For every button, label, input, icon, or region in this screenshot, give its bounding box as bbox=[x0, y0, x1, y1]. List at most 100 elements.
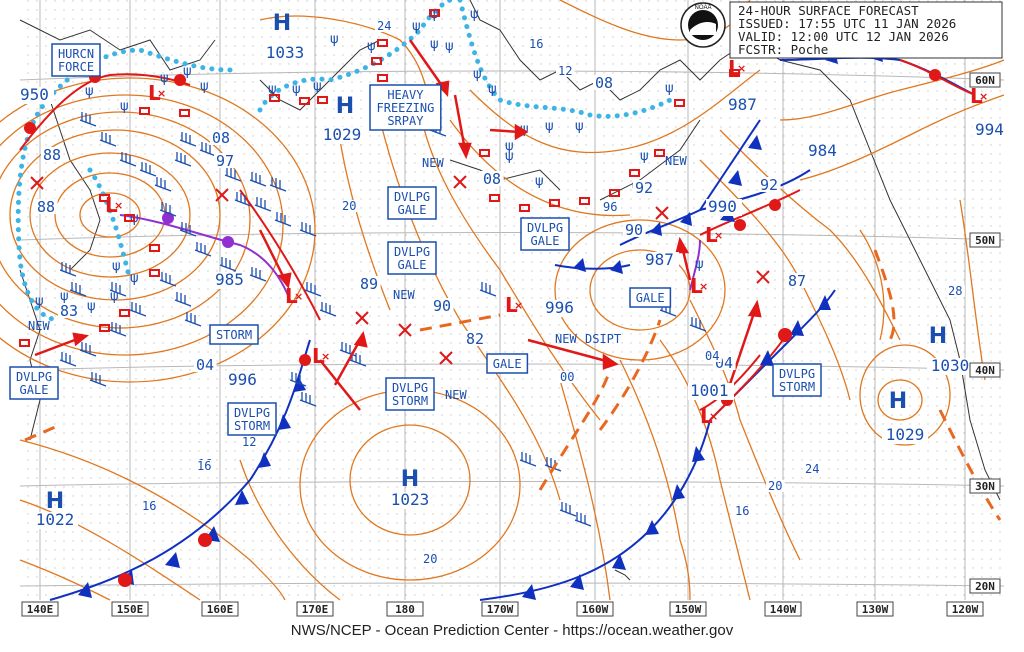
high-pressure-center: H 1030 bbox=[927, 324, 973, 375]
annotation-dsipt: DSIPT bbox=[585, 332, 621, 346]
freezing-spray-icon: ψ bbox=[87, 299, 96, 314]
ice-accretion-icon bbox=[519, 204, 530, 212]
svg-text:994: 994 bbox=[975, 120, 1004, 139]
occluded-front bbox=[119, 214, 291, 301]
freezing-spray-icon: ψ bbox=[430, 37, 439, 52]
freezing-spray-icon: ψ bbox=[85, 84, 94, 99]
low-center-symbol: L× bbox=[970, 84, 988, 108]
freezing-spray-icon: ψ bbox=[505, 139, 514, 154]
wind-barb bbox=[179, 222, 197, 237]
wind-barb bbox=[154, 177, 172, 192]
high-pressure-center: H 1029 bbox=[882, 389, 928, 444]
low-pressure-value: 987 bbox=[643, 250, 679, 269]
svg-text:×: × bbox=[514, 299, 523, 312]
low-pressure-value: 990 bbox=[706, 197, 742, 216]
future-position-x-icon bbox=[398, 323, 412, 337]
svg-text:STORM: STORM bbox=[392, 394, 428, 408]
freezing-spray-icon: ψ bbox=[183, 64, 192, 79]
freezing-spray-icon: ψ bbox=[110, 289, 119, 304]
svg-text:82: 82 bbox=[466, 330, 484, 348]
isobar-label: 04 bbox=[194, 356, 217, 374]
svg-text:130W: 130W bbox=[862, 603, 889, 616]
svg-text:16: 16 bbox=[529, 37, 543, 51]
wind-barb bbox=[339, 342, 357, 357]
wind-barb bbox=[139, 162, 157, 177]
svg-text:H: H bbox=[336, 94, 354, 119]
isobar-label: 08 bbox=[481, 170, 504, 188]
isobar-label: 90 bbox=[431, 297, 454, 315]
isobar-label: 88 bbox=[35, 198, 58, 216]
future-position-x-icon bbox=[756, 270, 770, 284]
svg-text:160E: 160E bbox=[207, 603, 234, 616]
freezing-spray-icon: ψ bbox=[473, 67, 482, 82]
wind-barb bbox=[109, 322, 127, 337]
ice-accretion-icon bbox=[654, 149, 665, 157]
svg-text:00: 00 bbox=[560, 370, 574, 384]
ice-accretion-icon bbox=[19, 339, 30, 347]
storm-motion-arrows bbox=[34, 39, 762, 411]
svg-text:08: 08 bbox=[595, 74, 613, 92]
freezing-spray-icon: ψ bbox=[112, 259, 121, 274]
lon-label-180: 180 bbox=[386, 601, 424, 617]
ice-accretion-icon bbox=[609, 189, 620, 197]
freezing-spray-icon: ψ bbox=[60, 289, 69, 304]
low-centers: L×L×L×L×L×L×L×L×L×L× bbox=[105, 56, 988, 428]
wind-barb bbox=[119, 152, 137, 167]
ice-accretion-icon bbox=[489, 194, 500, 202]
freezing-spray-icon: ψ bbox=[313, 79, 322, 94]
isobar-label: 12 bbox=[240, 435, 259, 449]
annotation-new: NEW bbox=[422, 156, 444, 170]
wind-barb bbox=[559, 502, 577, 517]
svg-text:90: 90 bbox=[433, 297, 451, 315]
svg-text:STORM: STORM bbox=[216, 328, 252, 342]
isobar-label: 28 bbox=[946, 284, 965, 298]
lat-label-30n: 30N bbox=[969, 478, 1001, 494]
svg-text:L: L bbox=[505, 293, 518, 317]
svg-text:DVLPG: DVLPG bbox=[234, 406, 270, 420]
svg-text:140W: 140W bbox=[770, 603, 797, 616]
svg-text:DVLPG: DVLPG bbox=[779, 367, 815, 381]
svg-text:L: L bbox=[285, 284, 298, 308]
map-background bbox=[20, 0, 1004, 600]
wind-barb bbox=[179, 132, 197, 147]
wind-barb bbox=[299, 392, 317, 407]
wind-barb bbox=[79, 112, 97, 127]
wind-barb bbox=[89, 372, 107, 387]
svg-text:1033: 1033 bbox=[266, 43, 305, 62]
svg-text:HEAVY: HEAVY bbox=[387, 88, 424, 102]
isobar-label: 16 bbox=[195, 459, 214, 473]
isobar-label: 92 bbox=[758, 176, 781, 194]
freezing-spray-icon: ψ bbox=[488, 82, 497, 97]
ice-accretion-icon bbox=[179, 109, 190, 117]
isobar-label: 00 bbox=[558, 370, 577, 384]
svg-text:87: 87 bbox=[788, 272, 806, 290]
wind-barb bbox=[519, 452, 537, 467]
svg-text:L: L bbox=[312, 344, 325, 368]
lon-label-150e: 150E bbox=[111, 601, 149, 617]
svg-text:12: 12 bbox=[242, 435, 256, 449]
svg-text:04: 04 bbox=[196, 356, 214, 374]
lon-label-130w: 130W bbox=[856, 601, 894, 617]
wind-barb bbox=[159, 202, 177, 217]
wind-barb bbox=[479, 282, 497, 297]
ice-accretion-icon bbox=[674, 99, 685, 107]
svg-text:20: 20 bbox=[768, 479, 782, 493]
svg-text:08: 08 bbox=[212, 129, 230, 147]
ice-accretion-icon bbox=[99, 324, 110, 332]
ice-accretion-icon bbox=[371, 57, 382, 65]
x-markers bbox=[30, 175, 770, 365]
freezing-spray-icon: ψ bbox=[520, 122, 529, 137]
freezing-spray-icon: ψ bbox=[545, 119, 554, 134]
low-pressure-value: 950 bbox=[18, 85, 54, 104]
future-position-x-icon bbox=[30, 176, 44, 190]
freezing-spray-icon: ψ bbox=[430, 7, 439, 22]
svg-text:1029: 1029 bbox=[323, 125, 362, 144]
svg-text:60N: 60N bbox=[975, 74, 995, 87]
svg-text:950: 950 bbox=[20, 85, 49, 104]
svg-text:12: 12 bbox=[558, 64, 572, 78]
svg-text:150W: 150W bbox=[675, 603, 702, 616]
svg-text:STORM: STORM bbox=[234, 419, 270, 433]
